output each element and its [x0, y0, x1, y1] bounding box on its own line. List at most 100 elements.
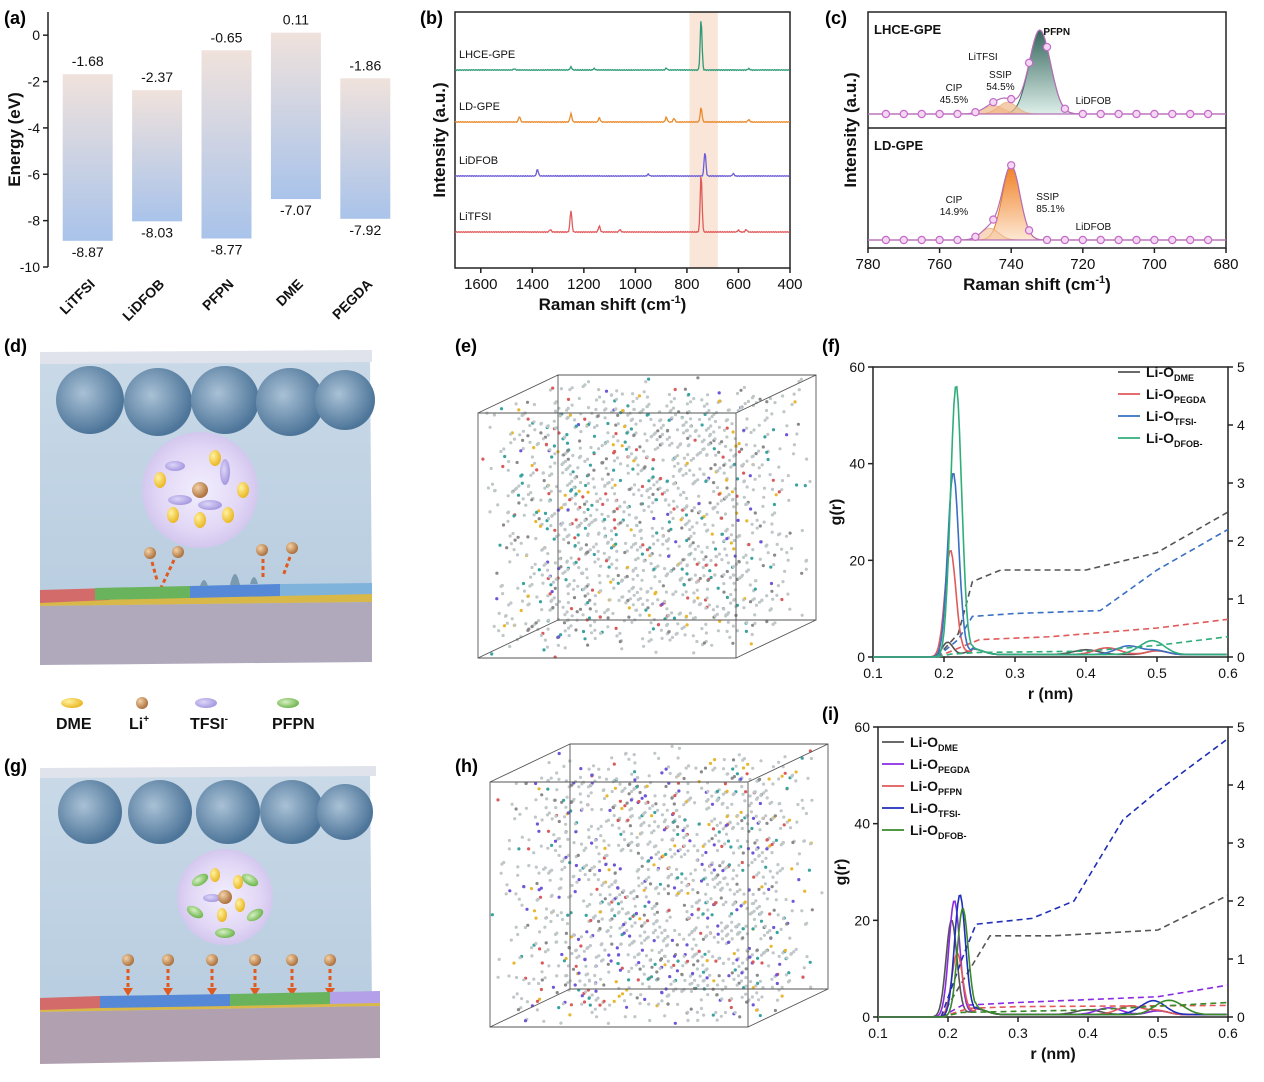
- atom: [591, 764, 596, 768]
- atom: [652, 939, 656, 943]
- atom: [604, 466, 608, 470]
- atom: [632, 753, 636, 757]
- y-axis-label: g(r): [833, 859, 850, 886]
- atom: [737, 964, 741, 969]
- atom: [529, 575, 533, 579]
- atom: [589, 892, 593, 897]
- atom: [731, 767, 735, 771]
- atom: [656, 598, 660, 602]
- atom: [693, 557, 697, 561]
- atom: [577, 785, 581, 789]
- atom: [486, 486, 490, 490]
- atom: [721, 869, 725, 873]
- atom: [620, 444, 624, 448]
- atom: [586, 592, 590, 596]
- atom: [590, 993, 594, 997]
- atom: [581, 613, 585, 617]
- atom: [514, 402, 518, 406]
- atom: [722, 471, 726, 475]
- cathode-particle: [256, 368, 324, 436]
- sei-segment: [230, 992, 330, 1006]
- atom: [648, 1018, 652, 1023]
- atom: [708, 761, 713, 766]
- atom: [723, 547, 727, 551]
- atom: [634, 963, 638, 967]
- atom: [624, 541, 628, 546]
- atom: [597, 574, 601, 578]
- atom: [720, 532, 725, 536]
- atom: [667, 435, 672, 439]
- atom: [660, 948, 664, 952]
- atom: [642, 913, 646, 917]
- atom: [554, 806, 558, 810]
- atom: [707, 426, 711, 430]
- atom: [607, 970, 611, 974]
- atom: [506, 510, 511, 514]
- atom: [568, 1013, 572, 1017]
- atom: [601, 788, 605, 793]
- atom: [682, 836, 686, 840]
- atom: [602, 881, 606, 885]
- atom: [696, 1018, 700, 1023]
- atom: [653, 820, 657, 824]
- atom: [715, 789, 720, 794]
- atom: [620, 806, 624, 811]
- atom: [710, 861, 714, 865]
- atom: [706, 908, 710, 912]
- atom: [753, 613, 757, 617]
- atom: [668, 443, 672, 447]
- atom: [550, 817, 554, 821]
- atom: [750, 522, 754, 526]
- atom: [745, 1000, 749, 1004]
- atom: [682, 456, 687, 460]
- atom: [590, 631, 594, 635]
- x-tick-label: 780: [855, 256, 880, 273]
- atom: [658, 579, 662, 584]
- atom: [568, 413, 573, 417]
- data-point: [1114, 235, 1123, 245]
- atom: [692, 844, 696, 848]
- lumo-label: -1.86: [349, 57, 381, 73]
- atom: [705, 453, 709, 457]
- atom: [661, 423, 665, 427]
- atom: [557, 751, 561, 756]
- atom: [678, 611, 683, 615]
- atom: [565, 618, 569, 623]
- atom: [728, 458, 732, 462]
- atom: [745, 569, 749, 574]
- atom: [564, 940, 568, 944]
- atom: [517, 484, 521, 488]
- atom: [628, 597, 633, 601]
- atom: [696, 916, 700, 920]
- atom: [629, 890, 634, 895]
- atom: [655, 480, 659, 484]
- atom: [554, 400, 558, 404]
- atom: [627, 792, 631, 796]
- atom: [591, 477, 595, 481]
- atom: [712, 430, 716, 434]
- atom: [562, 621, 567, 625]
- atom: [794, 947, 798, 952]
- atom: [679, 493, 683, 497]
- atom: [599, 959, 604, 963]
- atom: [673, 844, 677, 848]
- atom: [783, 569, 787, 574]
- atom: [508, 534, 512, 538]
- atom: [751, 623, 755, 627]
- atom: [617, 953, 621, 957]
- atom: [578, 868, 582, 873]
- atom: [606, 431, 610, 435]
- atom: [612, 509, 616, 513]
- atom: [635, 608, 639, 612]
- atom: [641, 964, 646, 968]
- atom: [585, 551, 589, 555]
- legend-label: Li-ODFOB-: [1146, 430, 1203, 449]
- atom: [696, 596, 700, 600]
- atom: [718, 880, 722, 884]
- atom: [735, 391, 740, 396]
- atom: [573, 536, 577, 540]
- atom: [771, 782, 775, 786]
- atom: [615, 946, 619, 950]
